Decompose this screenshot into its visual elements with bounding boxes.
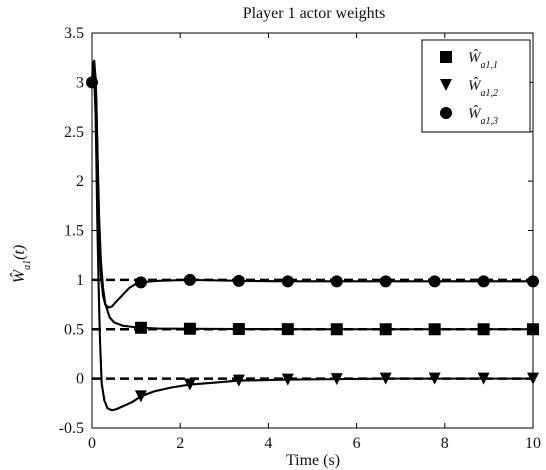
x-tick-label-2: 4 <box>264 435 272 452</box>
series-3-marker-1 <box>86 76 98 89</box>
series-1-marker-1 <box>134 321 147 334</box>
svg-text:Ŵa1(t): Ŵa1(t) <box>9 245 33 283</box>
y-tick-label-5: 2 <box>76 173 84 190</box>
y-tick-label-2: 0.5 <box>64 321 84 338</box>
x-tick-label-5: 10 <box>525 435 541 452</box>
x-tick-label-0: 0 <box>88 435 96 452</box>
legend-marker-3 <box>440 107 452 119</box>
legend-label-main-1: Ŵ <box>468 49 482 66</box>
legend-label-1: Ŵa1,1 <box>468 49 498 71</box>
x-tick-label-3: 6 <box>353 435 361 452</box>
y-tick-label-8: 3.5 <box>64 25 84 42</box>
series-3-marker-4 <box>232 274 245 287</box>
series-1-marker-7 <box>428 323 441 336</box>
plot-layer: 0 2 4 6 8 10-0.500.511.522.533.5 <box>59 25 541 452</box>
series-1-marker-6 <box>379 323 392 336</box>
legend-marker-1 <box>440 51 452 63</box>
series-2-marker-8 <box>477 372 490 385</box>
series-2-marker-1 <box>134 390 147 403</box>
legend-label-sub-2: a1,2 <box>481 88 499 99</box>
series-1-marker-9 <box>527 323 539 336</box>
series-1-marker-3 <box>232 323 245 336</box>
y-tick-label-0: -0.5 <box>59 420 84 437</box>
y-tick-label-3: 1 <box>76 272 84 289</box>
legend-label-main-3: Ŵ <box>468 105 482 122</box>
legend-marker-2 <box>440 79 452 91</box>
legend-label-sub-3: a1,3 <box>481 116 499 127</box>
y-tick-label-1: 0 <box>76 371 84 388</box>
x-tick-label-1: 2 <box>176 435 184 452</box>
y-axis-label-main: Ŵ <box>9 268 28 283</box>
series-2-marker-7 <box>428 372 441 385</box>
y-tick-label-7: 3 <box>76 74 84 91</box>
series-1-marker-4 <box>281 323 294 336</box>
y-tick-label-4: 1.5 <box>64 223 84 240</box>
series-1-marker-5 <box>330 323 343 336</box>
series-3-marker-8 <box>428 275 441 288</box>
series-3-marker-2 <box>134 276 147 289</box>
series-3-marker-6 <box>330 275 343 288</box>
x-tick-label-4: 8 <box>441 435 449 452</box>
series-2-line <box>90 69 535 412</box>
legend-label-2: Ŵa1,2 <box>468 77 498 99</box>
y-axis-label-sub: a1 <box>22 260 33 270</box>
series-3-line <box>90 65 535 309</box>
series-3-marker-10 <box>527 275 539 288</box>
series-3-marker-5 <box>281 275 294 288</box>
series-3-marker-3 <box>183 273 196 286</box>
legend-label-main-2: Ŵ <box>468 77 482 94</box>
series-2-marker-6 <box>379 372 392 385</box>
legend-label-3: Ŵa1,3 <box>468 105 498 127</box>
series-1-marker-8 <box>477 323 490 336</box>
series-3-marker-7 <box>379 275 392 288</box>
series-2-marker-4 <box>281 373 294 386</box>
y-axis-label: Ŵa1(t) <box>9 245 33 283</box>
series-2-marker-5 <box>330 373 343 386</box>
series-1-marker-2 <box>183 322 196 335</box>
series-2-marker-3 <box>232 374 245 387</box>
x-axis-label: Time (s) <box>286 452 340 469</box>
y-tick-label-6: 2.5 <box>64 124 84 141</box>
chart-title: Player 1 actor weights <box>243 5 386 22</box>
series-3-marker-9 <box>477 275 490 288</box>
y-axis-label-suffix: (t) <box>11 245 28 260</box>
series-2-marker-9 <box>527 372 539 385</box>
series-2-marker-2 <box>183 378 196 391</box>
legend-label-sub-1: a1,1 <box>481 60 499 71</box>
